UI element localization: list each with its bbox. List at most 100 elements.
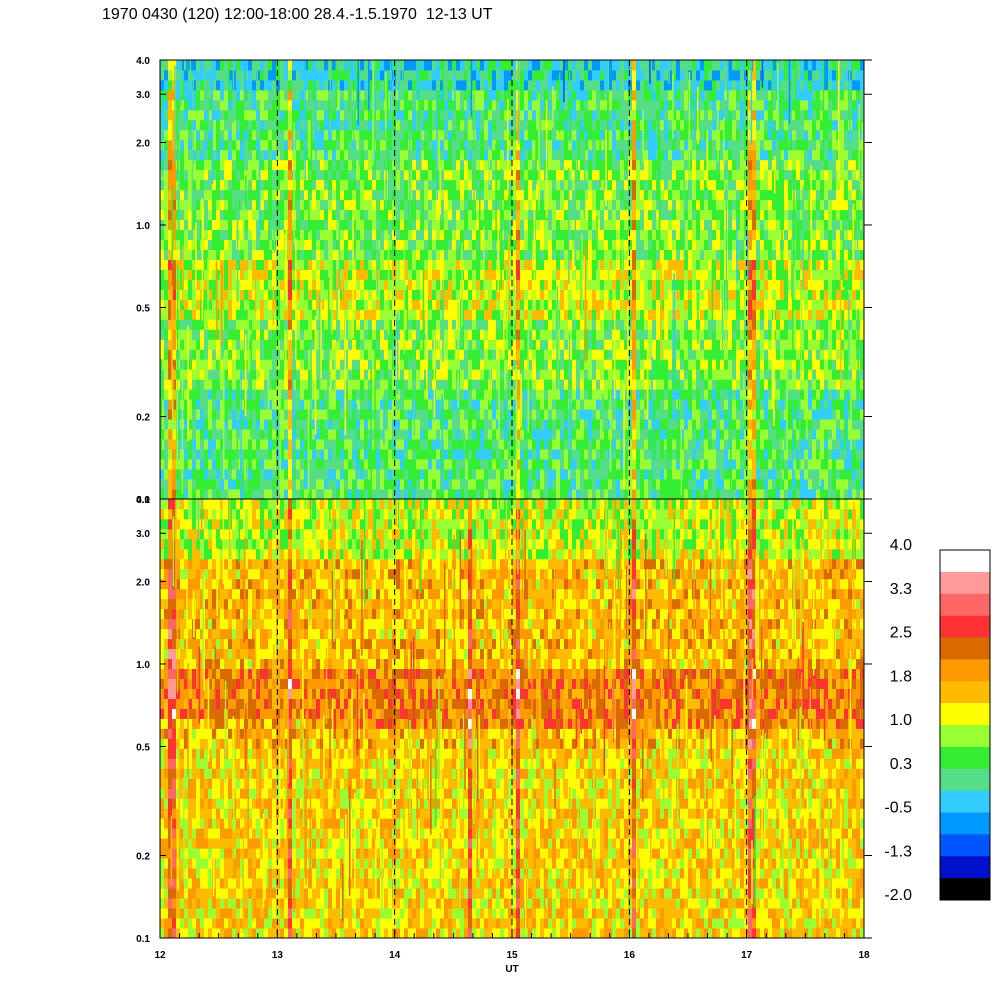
spectrogram-cell: [224, 479, 228, 489]
spectrogram-cell: [360, 309, 364, 319]
spectrogram-cell: [448, 260, 452, 270]
spectrogram-cell: [476, 449, 480, 459]
spectrogram-cell: [668, 309, 672, 319]
spectrogram-cell: [380, 260, 384, 270]
spectrogram-cell: [212, 230, 216, 240]
spectrogram-cell: [800, 459, 804, 469]
spectrogram-cell: [560, 419, 564, 429]
spectrogram-cell: [548, 389, 552, 399]
spectrogram-cell: [308, 329, 312, 339]
spectrogram-cell: [576, 240, 580, 250]
spectrogram-cell: [212, 309, 216, 319]
spectrogram-cell: [756, 389, 760, 399]
spectrogram-cell: [836, 419, 840, 429]
spectrogram-cell: [232, 479, 236, 489]
spectrogram-cell: [404, 369, 408, 379]
spectrogram-cell: [364, 220, 368, 230]
spectrogram-cell: [348, 489, 352, 499]
spectrogram-cell: [188, 469, 192, 479]
spectrogram-cell: [804, 240, 808, 250]
spectrogram-cell: [432, 429, 436, 439]
spectrogram-cell: [572, 289, 576, 299]
spectrogram-cell: [528, 299, 532, 309]
spectrogram-cell: [708, 329, 712, 339]
spectrogram-cell: [704, 250, 708, 260]
spectrogram-cell: [424, 230, 428, 240]
spectrogram-cell: [336, 419, 340, 429]
spectrogram-cell: [316, 439, 320, 449]
spectrogram-cell: [632, 439, 636, 449]
spectrogram-cell: [500, 299, 504, 309]
spectrogram-cell: [364, 280, 368, 290]
spectrogram-cell: [812, 369, 816, 379]
spectrogram-cell: [736, 439, 740, 449]
spectrogram-cell: [516, 329, 520, 339]
spectrogram-cell: [324, 230, 328, 240]
spectrogram-cell: [208, 399, 212, 409]
spectrogram-cell: [236, 379, 240, 389]
spectrogram-cell: [160, 289, 164, 299]
spectrogram-cell: [272, 419, 276, 429]
spectrogram-cell: [688, 280, 692, 290]
spectrogram-cell: [808, 329, 812, 339]
spectrogram-cell: [536, 429, 540, 439]
spectrogram-cell: [376, 469, 380, 479]
spectrogram-cell: [688, 339, 692, 349]
spectrogram-cell: [656, 389, 660, 399]
spectrogram-cell: [368, 210, 372, 220]
spectrogram-cell: [400, 369, 404, 379]
spectrogram-cell: [540, 489, 544, 499]
spectrogram-cell: [764, 429, 768, 439]
spectrogram-cell: [356, 270, 360, 280]
spectrogram-cell: [364, 489, 368, 499]
spectrogram-cell: [612, 439, 616, 449]
spectrogram-cell: [160, 280, 164, 290]
spectrogram-cell: [628, 449, 632, 459]
spectrogram-cell: [384, 349, 388, 359]
spectrogram-cell: [504, 250, 508, 260]
spectrogram-cell: [356, 309, 360, 319]
spectrogram-cell: [388, 479, 392, 489]
spectrogram-cell: [628, 339, 632, 349]
spectrogram-cell: [700, 309, 704, 319]
spectrogram-cell: [640, 479, 644, 489]
spectrogram-cell: [784, 299, 788, 309]
spectrogram-cell: [856, 299, 860, 309]
spectrogram-cell: [328, 439, 332, 449]
spectrogram-cell: [460, 359, 464, 369]
spectrogram-cell: [208, 349, 212, 359]
spectrogram-cell: [524, 489, 528, 499]
spectrogram-cell: [804, 439, 808, 449]
spectrogram-cell: [656, 429, 660, 439]
spectrogram-cell: [700, 439, 704, 449]
spectrogram-cell: [388, 449, 392, 459]
spectrogram-cell: [236, 399, 240, 409]
spectrogram-cell: [444, 319, 448, 329]
spectrogram-cell: [256, 489, 260, 499]
spectrogram-cell: [804, 469, 808, 479]
spectrogram-cell: [452, 489, 456, 499]
spectrogram-cell: [700, 379, 704, 389]
spectrogram-cell: [324, 240, 328, 250]
spectrogram-cell: [752, 230, 756, 240]
spectrogram-cell: [748, 319, 752, 329]
spectrogram-cell: [224, 369, 228, 379]
spectrogram-cell: [604, 359, 608, 369]
spectrogram-cell: [728, 319, 732, 329]
spectrogram-cell: [368, 260, 372, 270]
spectrogram-cell: [488, 280, 492, 290]
spectrogram-cell: [324, 469, 328, 479]
spectrogram-cell: [360, 449, 364, 459]
spectrogram-cell: [448, 449, 452, 459]
spectrogram-cell: [760, 429, 764, 439]
spectrogram-cell: [648, 329, 652, 339]
spectrogram-cell: [444, 220, 448, 230]
spectrogram-cell: [260, 230, 264, 240]
spectrogram-cell: [812, 379, 816, 389]
spectrogram-cell: [832, 339, 836, 349]
spectrogram-cell: [408, 459, 412, 469]
spectrogram-cell: [380, 469, 384, 479]
spectrogram-cell: [520, 339, 524, 349]
spectrogram-cell: [352, 339, 356, 349]
spectrogram-cell: [688, 489, 692, 499]
